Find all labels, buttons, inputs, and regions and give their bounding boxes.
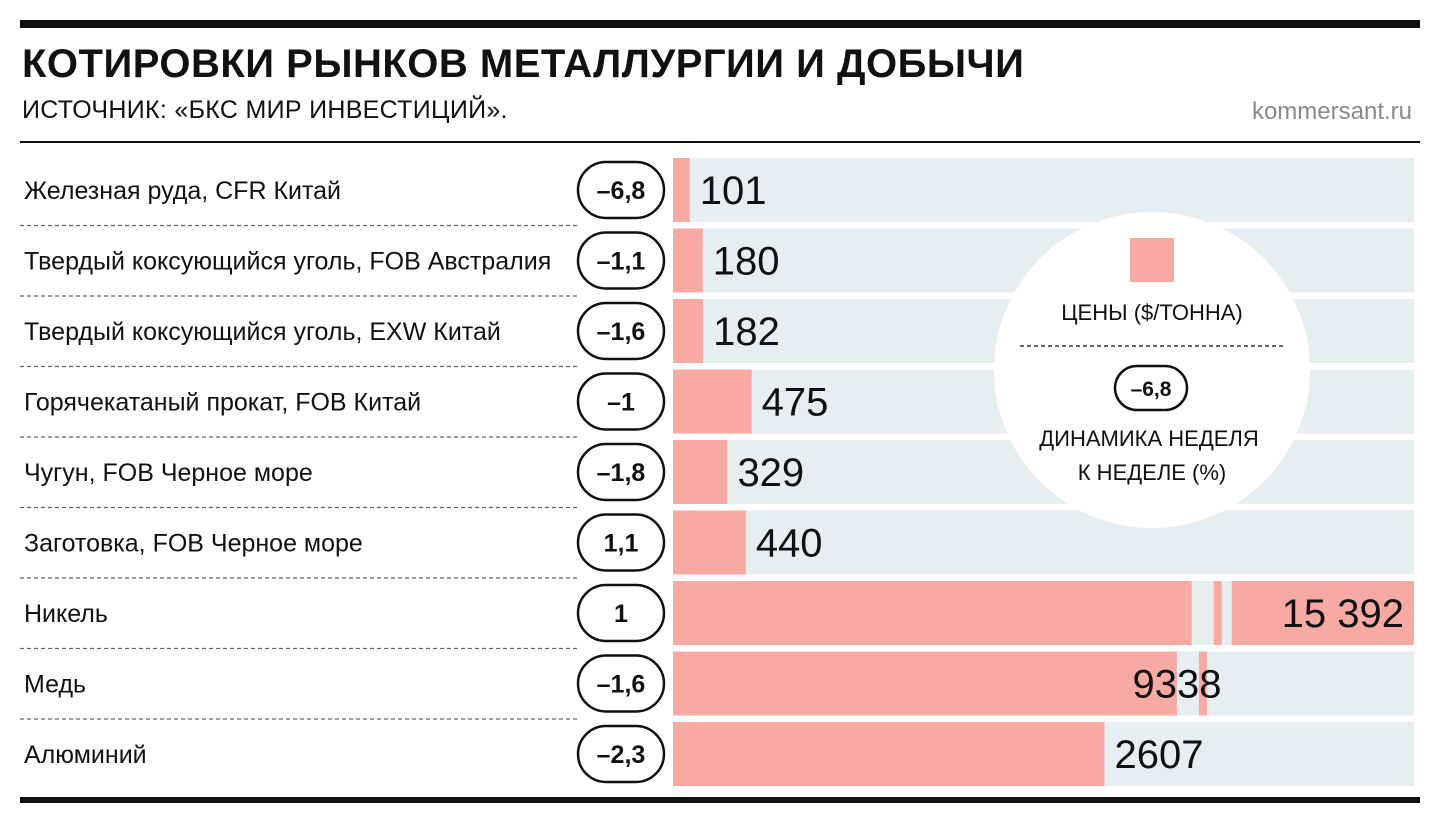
change-value: –2,3	[597, 741, 646, 769]
price-bar-segment	[673, 581, 1192, 645]
change-pill	[576, 160, 666, 220]
price-value: 9338	[1133, 663, 1222, 707]
change-pill	[576, 513, 666, 572]
bottom-rule	[20, 797, 1420, 803]
price-bar	[673, 369, 752, 434]
price-value: 2607	[1114, 733, 1203, 777]
price-value: 329	[737, 451, 804, 495]
change-pill	[576, 372, 666, 431]
change-value: –6,8	[597, 177, 646, 205]
price-bar-break	[1198, 651, 1207, 716]
change-value: 1,1	[604, 530, 639, 558]
price-bar	[673, 440, 728, 504]
change-pill	[576, 231, 666, 290]
price-bar-break	[1213, 581, 1222, 645]
change-pill	[576, 442, 666, 502]
category-label: Твердый коксующийся уголь, EXW Китай	[24, 318, 501, 346]
change-value: –1,6	[597, 318, 646, 346]
price-bar	[673, 158, 690, 222]
header-rule	[20, 141, 1420, 143]
price-value: 180	[713, 240, 780, 284]
chart-rows: Железная руда, CFR Китай –6,8 101 Твердый к…	[20, 158, 1414, 786]
change-value: –1,8	[597, 459, 646, 487]
category-label: Горячекатаный прокат, FOB Китай	[24, 389, 421, 417]
price-value: 15 392	[1282, 592, 1404, 636]
category-label: Железная руда, CFR Китай	[24, 177, 341, 205]
category-label: Никель	[24, 600, 108, 628]
price-value: 182	[713, 310, 780, 354]
price-value: 101	[700, 169, 767, 213]
legend-change-pill	[1113, 364, 1189, 412]
category-label: Алюминий	[24, 741, 147, 769]
top-rule	[20, 20, 1420, 28]
price-bar	[673, 228, 703, 293]
price-bar	[673, 722, 1105, 786]
change-pill	[576, 654, 666, 713]
legend: ЦЕНЫ ($/ТОННА) –6,8 ДИНАМИКА НЕДЕЛЯ К НЕ…	[994, 212, 1310, 528]
legend-price-label: ЦЕНЫ ($/ТОННА)	[1061, 300, 1242, 325]
legend-change-sample: –6,8	[1131, 378, 1172, 401]
change-pill	[576, 724, 666, 784]
chart-title: КОТИРОВКИ РЫНКОВ МЕТАЛЛУРГИИ И ДОБЫЧИ	[22, 42, 1025, 86]
category-label: Твердый коксующийся уголь, FOB Австралия	[24, 248, 551, 276]
legend-price-swatch	[1130, 238, 1174, 282]
price-bar-segment	[1231, 581, 1414, 645]
change-value: –1,6	[597, 671, 646, 699]
category-label: Медь	[24, 671, 86, 699]
site-credit: kommersant.ru	[1251, 98, 1412, 125]
legend-change-label-line2: К НЕДЕЛЕ (%)	[1078, 460, 1227, 485]
change-pill	[576, 583, 666, 643]
bar-track	[673, 158, 1414, 222]
change-pill	[576, 301, 666, 361]
price-value: 475	[762, 381, 829, 425]
price-bar-segment	[673, 651, 1177, 716]
legend-change-label-line1: ДИНАМИКА НЕДЕЛЯ	[1039, 426, 1258, 451]
category-label: Заготовка, FOB Черное море	[24, 530, 363, 558]
price-bar	[673, 299, 704, 363]
bar-track	[673, 510, 1414, 575]
category-label: Чугун, FOB Черное море	[24, 459, 313, 487]
price-bar	[673, 510, 746, 575]
change-value: 1	[614, 600, 628, 628]
change-value: –1	[607, 389, 635, 417]
price-value: 440	[756, 522, 823, 566]
chart-source: ИСТОЧНИК: «БКС МИР ИНВЕСТИЦИЙ».	[22, 96, 508, 124]
change-value: –1,1	[597, 248, 646, 276]
